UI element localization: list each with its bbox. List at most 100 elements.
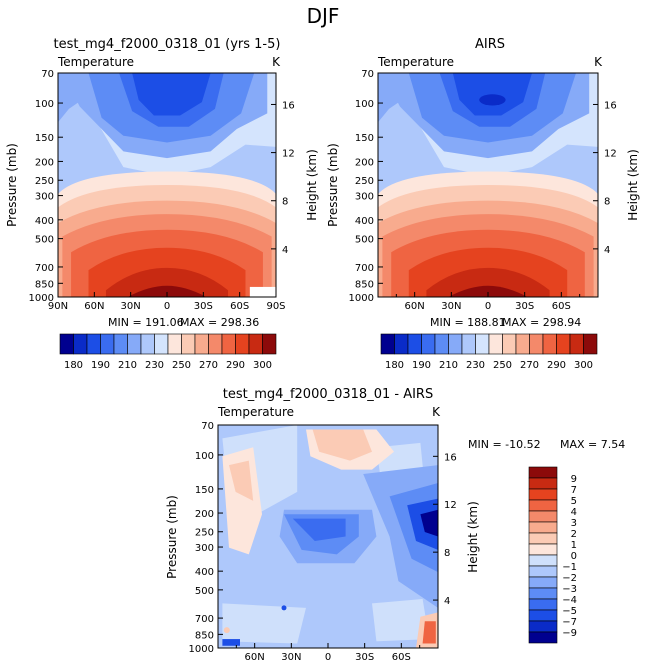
pressure-tick-label: 1000 [349,293,374,304]
colorbar-swatch [542,333,557,355]
pressure-tick-label: 850 [35,279,54,290]
height-tick-label: 12 [604,149,617,160]
model-min-stat: MIN = 191.06 [108,316,184,329]
lat-tick-label: 90S [266,301,285,312]
page-title: DJF [307,4,340,28]
contour-band [223,627,230,634]
colorbar-swatch [127,333,142,355]
diff-min-stat: MIN = -10.52 [468,438,541,451]
height-tick-label: 8 [282,197,288,208]
colorbar-swatch [262,333,277,355]
colorbar-swatch [528,620,558,633]
colorbar-label: 180 [64,360,83,371]
pressure-tick-label: 250 [35,176,54,187]
colorbar-label: 1 [571,540,577,551]
pressure-tick-label: 500 [355,235,374,246]
diff-title: test_mg4_f2000_0318_01 - AIRS [223,387,433,402]
obs-units-label: K [594,55,603,69]
colorbar-swatch [248,333,263,355]
diff-axes: 70 100 150 200 250 300 400 500 700 850 1000 4 8 12 16 6… [189,421,457,663]
obs-axes: 70 100 150 200 250 300 400 500 700 850 1000 4 8 12 16 6… [349,69,617,312]
pressure-tick-label: 300 [355,192,374,203]
diff-ylabel: Pressure (mb) [165,495,179,579]
colorbar-swatch [528,510,558,523]
lat-tick-label: 60N [245,652,265,663]
pressure-tick-label: 500 [195,586,214,597]
colorbar-swatch [515,333,530,355]
contour-band [448,285,528,297]
contour-band [229,460,254,501]
pressure-tick-label: 70 [201,421,214,432]
colorbar-label: 2 [571,529,577,540]
height-tick-label: 4 [604,245,610,256]
colorbar-label: 180 [385,360,404,371]
colorbar-label: 300 [253,360,272,371]
model-colorbar: 180 190 210 230 250 270 290 300 [59,333,277,371]
pressure-tick-label: 850 [355,279,374,290]
model-y2label: Height (km) [305,149,319,220]
colorbar-swatch [583,333,598,355]
colorbar-label: 190 [91,360,110,371]
colorbar-label: 190 [412,360,431,371]
lat-tick-label: 60N [84,301,104,312]
lat-tick-label: 60S [230,301,249,312]
pressure-tick-label: 400 [35,216,54,227]
colorbar-label: 4 [571,507,577,518]
colorbar-swatch [73,333,88,355]
lat-tick-label: 30S [515,301,534,312]
colorbar-label: 290 [547,360,566,371]
colorbar-swatch [86,333,101,355]
height-tick-label: 8 [604,197,610,208]
obs-max-stat: MAX = 298.94 [502,316,581,329]
obs-min-stat: MIN = 188.81 [430,316,506,329]
pressure-tick-label: 700 [195,614,214,625]
colorbar-label: 210 [118,360,137,371]
lat-tick-label: 60S [552,301,571,312]
height-tick-label: 4 [444,596,450,607]
colorbar-swatch [181,333,196,355]
lat-tick-label: 30N [441,301,461,312]
pressure-tick-label: 250 [195,528,214,539]
height-tick-label: 16 [604,100,617,111]
colorbar-label: 290 [226,360,245,371]
colorbar-swatch [528,477,558,490]
colorbar-swatch [421,333,436,355]
colorbar-swatch [528,631,558,644]
obs-panel: AIRS Temperature K 70 100 150 200 250 300 400 5… [326,37,640,371]
pressure-tick-label: 200 [195,509,214,520]
lat-tick-label: 0 [485,301,491,312]
colorbar-label: −9 [562,628,577,639]
colorbar-swatch [528,532,558,545]
contour-band [222,639,240,646]
colorbar-label: 230 [466,360,485,371]
colorbar-label: 270 [520,360,539,371]
model-contour-field [58,73,276,297]
contour-band [105,267,229,297]
pressure-tick-label: 500 [35,235,54,246]
height-tick-label: 12 [444,500,457,511]
colorbar-swatch [113,333,128,355]
colorbar-label: 230 [145,360,164,371]
model-panel: test_mg4_f2000_0318_01 (yrs 1-5) Tempera… [5,37,319,371]
contour-band [479,94,506,106]
obs-variable-label: Temperature [377,55,454,69]
colorbar-swatch [208,333,223,355]
colorbar-label: 9 [571,474,577,485]
colorbar-swatch [528,499,558,512]
pressure-tick-label: 1000 [29,293,54,304]
colorbar-swatch [235,333,250,355]
colorbar-label: 250 [172,360,191,371]
lat-tick-label: 0 [325,652,331,663]
pressure-tick-label: 1000 [189,644,214,655]
colorbar-swatch [448,333,463,355]
pressure-tick-label: 70 [41,69,54,80]
model-max-stat: MAX = 298.36 [180,316,259,329]
colorbar-swatch [528,543,558,556]
model-axes: 70 100 150 200 250 300 400 500 700 850 1000 4 8 12 16 9… [29,69,295,312]
colorbar-swatch [461,333,476,355]
model-title: test_mg4_f2000_0318_01 (yrs 1-5) [54,37,281,52]
height-tick-label: 16 [444,452,457,463]
pressure-tick-label: 700 [35,263,54,274]
pressure-tick-label: 100 [355,99,374,110]
